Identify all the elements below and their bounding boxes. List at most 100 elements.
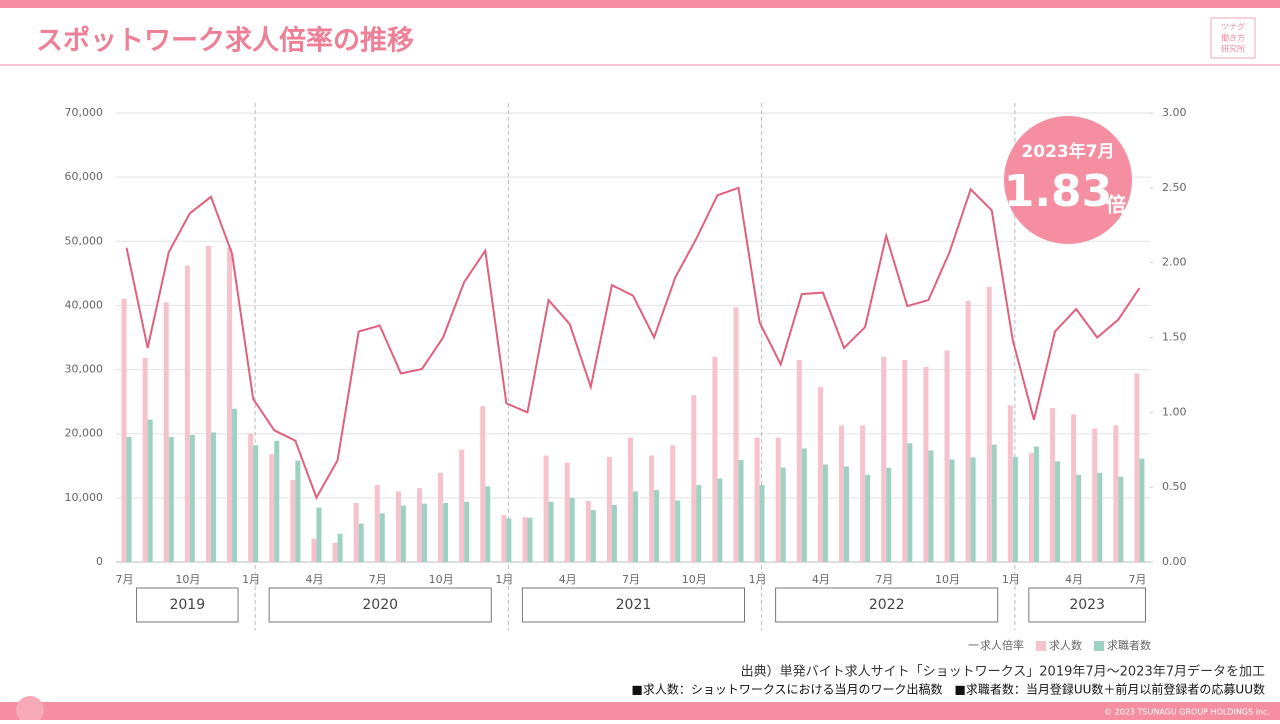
bar <box>611 504 617 562</box>
bar <box>970 457 976 562</box>
bar <box>796 359 802 562</box>
bar <box>928 450 934 562</box>
logo-text: 働き方 <box>1221 33 1245 43</box>
corner-dot <box>16 696 44 724</box>
y-tick-label: 30,000 <box>65 363 104 376</box>
bar <box>569 497 575 562</box>
y2-tick-label: 2.00 <box>1162 256 1187 269</box>
bar <box>395 491 401 562</box>
logo-text: 研究所 <box>1221 44 1245 54</box>
bar <box>654 490 660 562</box>
bar <box>274 440 280 562</box>
bar <box>585 501 591 562</box>
y2-tick-label: 3.00 <box>1162 106 1187 119</box>
bar <box>675 500 681 562</box>
bar <box>991 444 997 562</box>
bar <box>121 299 127 562</box>
bar <box>733 307 739 562</box>
x-tick-label: 4月 <box>559 573 577 586</box>
bar <box>485 486 491 562</box>
badge-unit: 倍 <box>1106 193 1126 217</box>
bar <box>316 507 322 562</box>
x-tick-label: 10月 <box>935 573 960 586</box>
bar <box>1012 456 1018 562</box>
x-tick-label: 7月 <box>875 573 893 586</box>
bar <box>353 502 359 562</box>
year-box <box>136 587 239 623</box>
bar <box>232 408 238 562</box>
bar <box>564 462 570 562</box>
y2-tick-label: 1.50 <box>1162 331 1187 344</box>
bar <box>1055 461 1061 562</box>
y2-tick-label: 0.50 <box>1162 480 1187 493</box>
bar <box>1050 408 1056 562</box>
bar <box>696 485 702 562</box>
bar <box>1092 428 1098 562</box>
y2-tick-label: 1.00 <box>1162 405 1187 418</box>
bar <box>501 515 507 562</box>
bar <box>205 245 211 563</box>
y-tick-label: 60,000 <box>65 170 104 183</box>
bar <box>949 459 955 562</box>
bar <box>464 501 470 562</box>
y2-tick-label: 0.00 <box>1162 555 1187 568</box>
legend-swatch <box>1036 641 1046 651</box>
x-tick-label: 7月 <box>116 573 134 586</box>
bar <box>965 300 971 562</box>
bar <box>759 485 765 562</box>
bar <box>712 356 718 562</box>
x-tick-label: 7月 <box>369 573 387 586</box>
bar <box>527 517 533 562</box>
bar <box>253 445 259 562</box>
note: 出典）単発バイト求人サイト「ショットワークス」2019年7月～2023年7月デー… <box>741 664 1265 680</box>
year-label: 2020 <box>362 597 398 613</box>
bar <box>801 448 807 562</box>
top-band <box>0 0 1280 8</box>
bar <box>865 474 871 562</box>
bar <box>754 437 760 562</box>
x-tick-label: 4月 <box>1065 573 1083 586</box>
x-tick-label: 10月 <box>429 573 454 586</box>
bar <box>1113 425 1119 562</box>
bar <box>400 505 406 562</box>
bar <box>163 302 169 562</box>
bar <box>944 350 950 562</box>
bar <box>332 542 338 562</box>
logo-box <box>1210 17 1256 59</box>
bar <box>1028 452 1034 562</box>
bar <box>1097 472 1103 562</box>
badge-value: 1.83 <box>1004 166 1113 217</box>
bar <box>189 434 195 562</box>
bar <box>606 456 612 562</box>
bar <box>269 454 275 562</box>
bar <box>421 503 427 562</box>
y-tick-label: 50,000 <box>65 234 104 247</box>
bar <box>358 523 364 562</box>
bar <box>1007 405 1013 562</box>
bar <box>311 538 317 562</box>
y-tick-label: 70,000 <box>65 106 104 119</box>
y2-tick-label: 2.50 <box>1162 181 1187 194</box>
bar <box>633 491 638 562</box>
bar <box>628 437 633 562</box>
bar <box>1033 446 1039 562</box>
year-label: 2019 <box>169 597 205 613</box>
bar <box>670 445 676 562</box>
bar <box>1139 458 1145 562</box>
legend-swatch <box>1094 641 1104 651</box>
bar <box>210 432 216 562</box>
y-tick-label: 40,000 <box>65 298 104 311</box>
bar <box>881 356 887 562</box>
x-tick-label: 7月 <box>622 573 640 586</box>
bar <box>147 419 153 562</box>
bar <box>480 406 486 562</box>
year-box <box>775 587 999 623</box>
rate-line <box>125 186 1141 501</box>
bar <box>548 501 554 562</box>
bar <box>775 437 781 562</box>
bar <box>374 485 380 562</box>
bar <box>126 436 132 562</box>
x-tick-label: 4月 <box>305 573 323 586</box>
